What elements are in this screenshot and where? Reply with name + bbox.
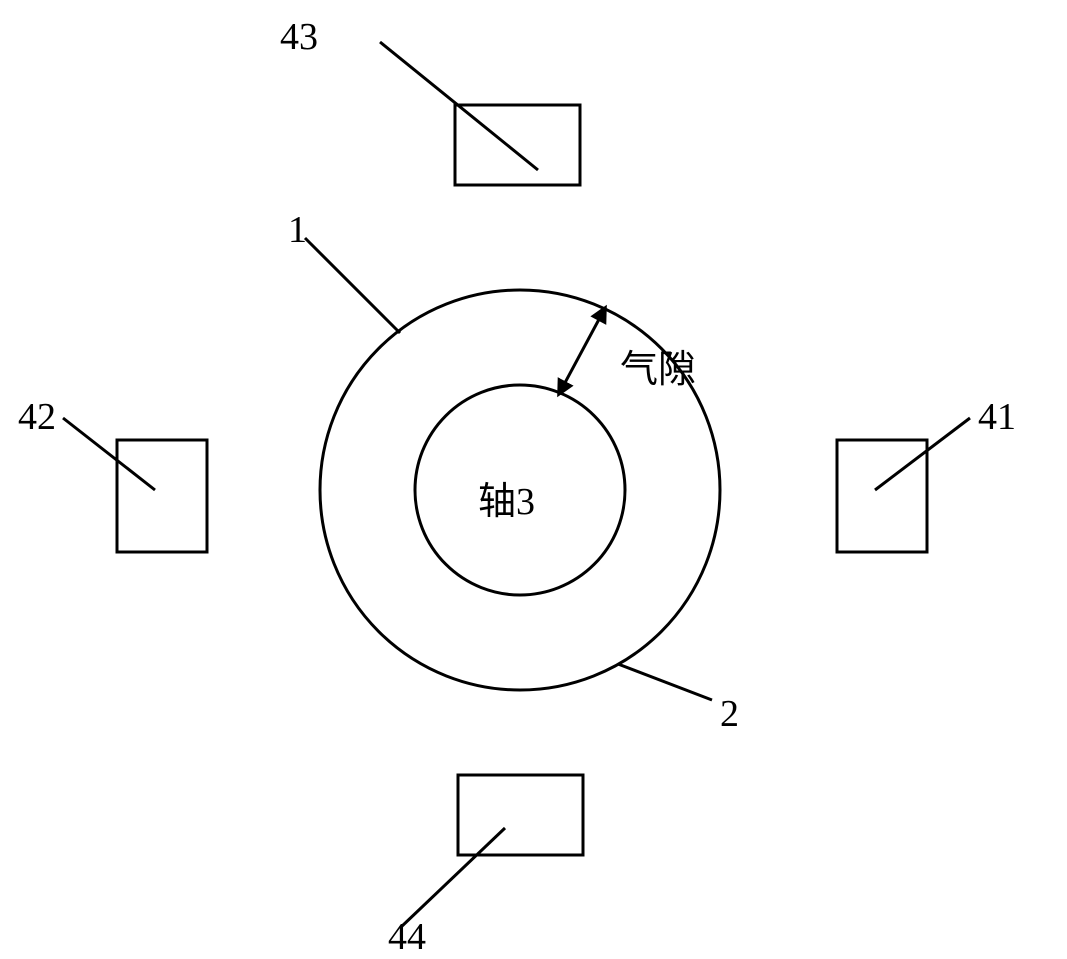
leader-1 (305, 238, 400, 333)
leader-label-42: 42 (18, 395, 56, 439)
leader-label-44: 44 (388, 915, 426, 959)
leader-label-41: 41 (978, 395, 1016, 439)
leader-label-43: 43 (280, 15, 318, 59)
shaft-label: 轴3 (478, 470, 535, 525)
airgap-label: 气隙 (620, 338, 696, 393)
component-41 (837, 440, 927, 552)
airgap-arrow (560, 310, 604, 392)
leader-2 (618, 664, 712, 700)
leader-42 (63, 418, 155, 490)
leader-44 (400, 828, 505, 928)
leader-41 (875, 418, 970, 490)
component-42 (117, 440, 207, 552)
leader-label-2: 2 (720, 692, 739, 736)
leader-label-1: 1 (288, 208, 307, 252)
component-44 (458, 775, 583, 855)
